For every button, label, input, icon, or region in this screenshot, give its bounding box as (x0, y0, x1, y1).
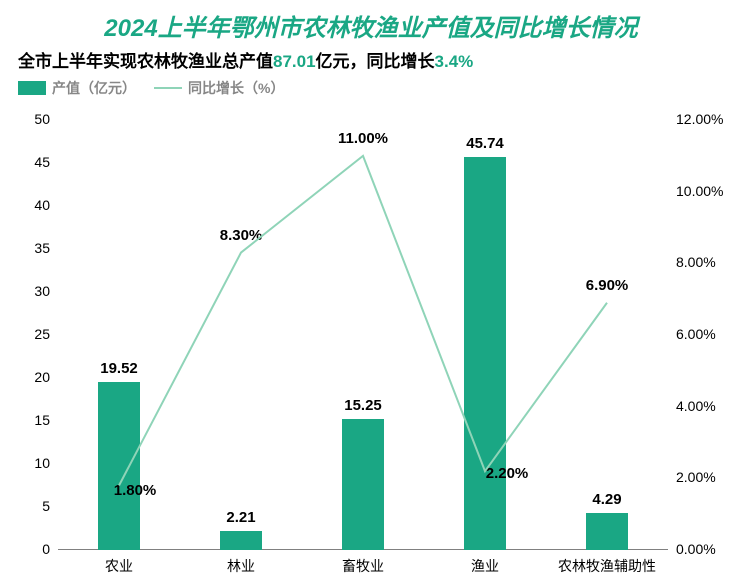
chart-area: 051015202530354045500.00%2.00%4.00%6.00%… (0, 0, 742, 586)
growth-line (0, 0, 742, 586)
